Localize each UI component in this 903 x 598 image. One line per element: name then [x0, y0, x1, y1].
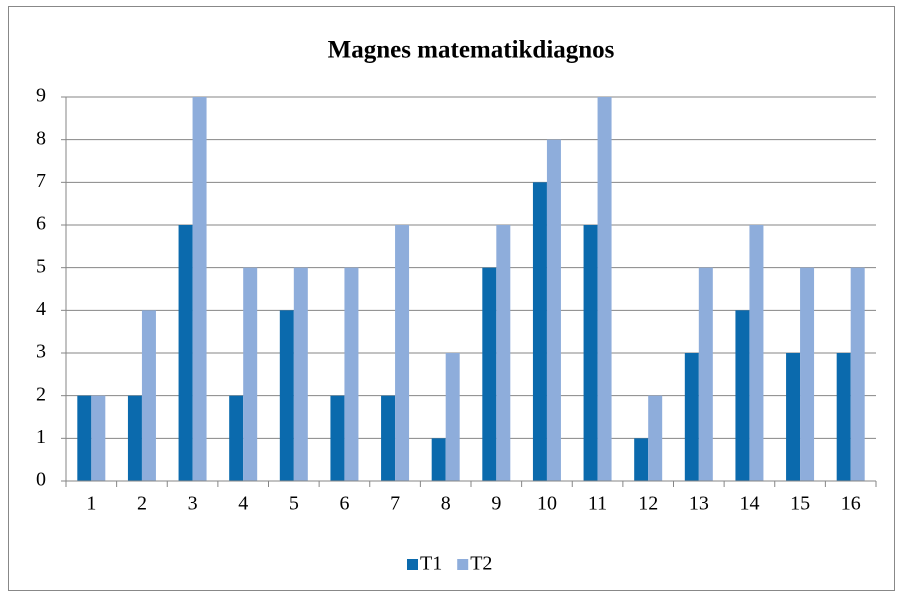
- bar: [850, 267, 865, 481]
- bar: [192, 97, 207, 481]
- bar: [597, 97, 612, 481]
- y-tick-label: 5: [36, 255, 46, 277]
- x-tick-label: 1: [86, 493, 96, 515]
- x-tick-label: 8: [441, 493, 451, 515]
- bar: [684, 353, 699, 481]
- x-tick-label: 4: [238, 493, 248, 515]
- legend-swatch: [407, 559, 418, 570]
- bar: [482, 267, 497, 481]
- bar: [735, 310, 750, 481]
- bar: [229, 395, 244, 481]
- x-tick-label: 7: [390, 493, 400, 515]
- bar: [127, 395, 142, 481]
- x-tick-label: 12: [638, 493, 658, 515]
- legend-swatch: [457, 559, 469, 570]
- x-tick-label: 6: [339, 493, 349, 515]
- x-tick-label: 10: [537, 493, 557, 515]
- bar: [496, 225, 511, 481]
- bar: [178, 225, 193, 481]
- bar: [243, 267, 258, 481]
- x-tick-label: 14: [739, 493, 759, 515]
- bar: [786, 353, 801, 481]
- y-tick-label: 8: [36, 127, 46, 149]
- x-tick-label: 3: [188, 493, 198, 515]
- x-tick-label: 13: [689, 493, 709, 515]
- bar: [546, 139, 561, 481]
- bar: [836, 353, 851, 481]
- bar: [330, 395, 345, 481]
- chart-border: [8, 6, 895, 591]
- x-tick-label: 2: [137, 493, 147, 515]
- y-tick-label: 9: [36, 85, 46, 107]
- y-tick-label: 0: [36, 469, 46, 491]
- y-tick-label: 3: [36, 341, 46, 363]
- y-tick-label: 1: [36, 426, 46, 448]
- bar: [91, 395, 106, 481]
- x-tick-label: 9: [491, 493, 501, 515]
- bar: [800, 267, 815, 481]
- bar: [749, 225, 764, 481]
- bar: [77, 395, 92, 481]
- x-tick-label: 5: [289, 493, 299, 515]
- bar: [141, 310, 156, 481]
- legend-label: T2: [470, 553, 492, 575]
- bar: [395, 225, 410, 481]
- bar: [293, 267, 308, 481]
- bar: [445, 353, 460, 481]
- bar: [279, 310, 294, 481]
- x-tick-label: 15: [790, 493, 810, 515]
- bar: [648, 395, 663, 481]
- y-tick-label: 6: [36, 213, 46, 235]
- bar: [698, 267, 713, 481]
- x-tick-label: 11: [588, 493, 607, 515]
- legend-label: T1: [420, 553, 442, 575]
- bar: [634, 438, 649, 481]
- bar: [431, 438, 446, 481]
- y-tick-label: 2: [36, 383, 46, 405]
- bar: [344, 267, 359, 481]
- bar: [583, 225, 598, 481]
- bar: [381, 395, 396, 481]
- x-tick-label: 16: [841, 493, 861, 515]
- y-tick-label: 4: [36, 298, 46, 320]
- y-tick-label: 7: [36, 170, 46, 192]
- chart-title: Magnes matematikdiagnos: [328, 37, 615, 64]
- bar: [532, 182, 547, 482]
